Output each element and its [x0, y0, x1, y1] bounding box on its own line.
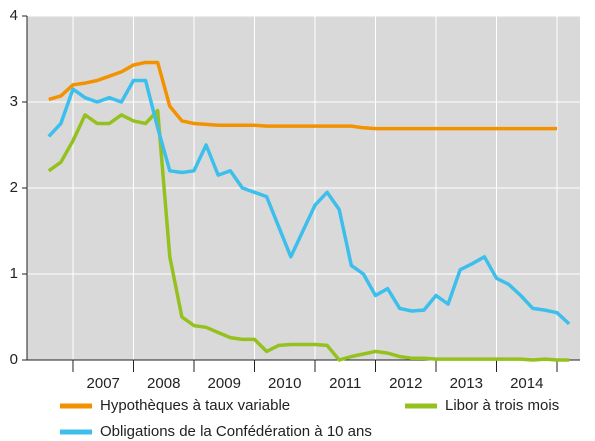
- x-tick-label: 2007: [87, 375, 120, 392]
- y-tick-label: 3: [10, 93, 18, 110]
- legend-label: Libor à trois mois: [445, 397, 559, 414]
- y-tick-label: 0: [10, 351, 18, 368]
- y-tick-label: 2: [10, 179, 18, 196]
- series-line: [47, 78, 571, 326]
- y-tick-label: 4: [10, 7, 18, 24]
- y-tick-label: 1: [10, 265, 18, 282]
- x-tick-label: 2008: [147, 375, 180, 392]
- x-tick-label: 2010: [268, 375, 301, 392]
- x-tick-label: 2014: [510, 375, 543, 392]
- series-line: [48, 60, 558, 131]
- legend-label: Obligations de la Confédération à 10 ans: [100, 423, 372, 440]
- x-tick-label: 2011: [329, 375, 361, 392]
- x-tick-label: 2009: [208, 375, 241, 392]
- x-tick-label: 2013: [450, 375, 483, 392]
- legend-label: Hypothèques à taux variable: [100, 397, 290, 414]
- x-tick-label: 2012: [389, 375, 422, 392]
- series-line: [47, 108, 570, 362]
